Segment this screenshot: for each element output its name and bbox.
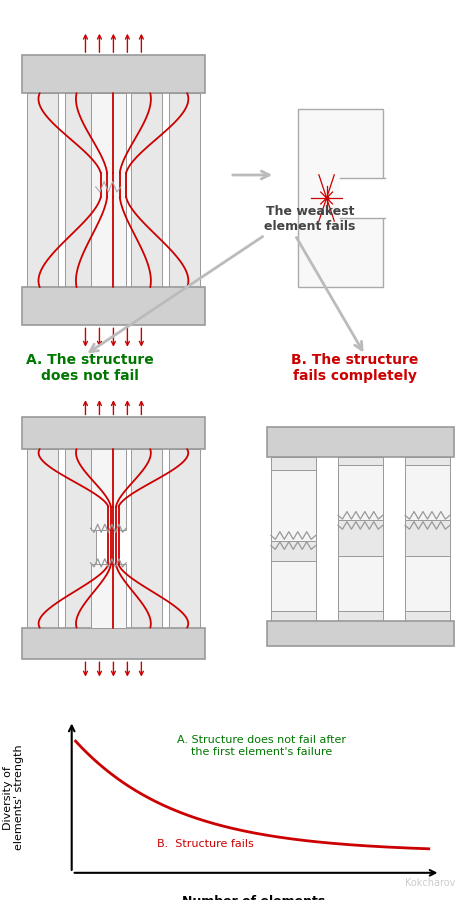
Bar (267, 428, 454, 457)
Bar (271, 470, 316, 541)
Bar (91, 94, 126, 287)
Text: A. The structure
does not fail: A. The structure does not fail (26, 353, 154, 383)
Bar (271, 457, 316, 621)
Bar (405, 465, 450, 520)
Bar (298, 109, 383, 287)
Text: Diversity of
elements' strength: Diversity of elements' strength (3, 745, 24, 850)
Text: A. Structure does not fail after
the first element's failure: A. Structure does not fail after the fir… (177, 735, 346, 757)
Bar (27, 94, 58, 287)
Bar (65, 449, 96, 627)
Bar (22, 287, 205, 326)
Bar (267, 621, 454, 646)
Text: B. The structure
fails completely: B. The structure fails completely (292, 353, 419, 383)
Bar (405, 457, 450, 621)
Bar (27, 449, 58, 627)
Bar (91, 564, 126, 627)
Bar (170, 449, 200, 627)
Bar (338, 555, 383, 611)
Bar (340, 178, 385, 218)
Text: Kokcharov: Kokcharov (405, 878, 455, 888)
Bar (22, 418, 205, 449)
Bar (131, 94, 162, 287)
Bar (131, 449, 162, 627)
Text: Number of elements: Number of elements (182, 895, 326, 900)
Bar (338, 465, 383, 520)
Text: The weakest
element fails: The weakest element fails (264, 205, 356, 233)
Bar (91, 449, 126, 530)
Bar (22, 55, 205, 94)
Bar (65, 94, 96, 287)
Bar (405, 555, 450, 611)
Bar (22, 627, 205, 660)
Bar (338, 457, 383, 621)
Bar (170, 94, 200, 287)
Bar (271, 561, 316, 611)
Text: B.  Structure fails: B. Structure fails (157, 839, 254, 849)
